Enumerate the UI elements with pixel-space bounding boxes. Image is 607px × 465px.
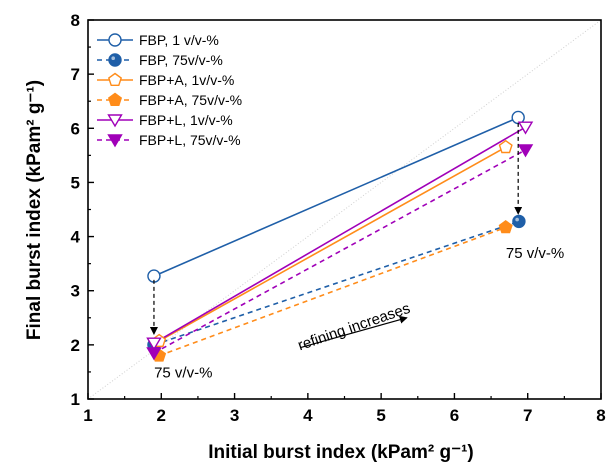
arrow — [300, 315, 408, 349]
legend-label: FBP, 75v/v-% — [139, 52, 223, 68]
series-line — [153, 220, 520, 346]
y-tick-label: 8 — [71, 11, 80, 30]
series-line — [158, 226, 506, 357]
legend-marker-highlight — [111, 56, 115, 60]
data-point-highlight — [515, 217, 519, 222]
data-point — [498, 220, 513, 234]
x-tick-label: 1 — [83, 406, 92, 425]
data-point — [517, 144, 534, 158]
series-line — [153, 126, 526, 344]
x-tick-label: 5 — [376, 406, 385, 425]
y-tick-label: 5 — [71, 173, 80, 192]
y-tick-label: 3 — [71, 282, 80, 301]
x-tick-label: 4 — [303, 406, 313, 425]
x-tick-label: 8 — [596, 406, 605, 425]
y-tick-label: 4 — [71, 228, 81, 247]
legend-marker — [108, 53, 122, 67]
x-tick-label: 7 — [523, 406, 532, 425]
data-point — [512, 214, 526, 229]
y-tick-label: 1 — [71, 390, 80, 409]
diagonal-reference-line — [87, 19, 602, 400]
legend-label: FBP+L, 75v/v-% — [139, 132, 241, 148]
y-tick-label: 6 — [71, 119, 80, 138]
data-point — [498, 139, 513, 154]
legend-marker — [107, 92, 123, 107]
x-axis-title: Initial burst index (kPam² g⁻¹) — [208, 442, 474, 463]
data-point — [146, 337, 162, 351]
legend-label: FBP+A, 1v/v-% — [139, 72, 234, 88]
y-axis-title: Final burst index (kPam² g⁻¹) — [24, 80, 45, 340]
tick-marks — [87, 19, 602, 400]
data-point — [517, 121, 534, 135]
legend-marker — [107, 114, 123, 128]
x-tick-label: 3 — [230, 406, 239, 425]
legend-marker — [107, 134, 123, 148]
y-tick-label: 2 — [71, 336, 80, 355]
x-tick-label: 2 — [157, 406, 166, 425]
data-point — [146, 347, 162, 361]
series-line — [158, 146, 507, 342]
legend-label: FBP+A, 75v/v-% — [139, 92, 242, 108]
legend-label: FBP, 1 v/v-% — [139, 32, 219, 48]
tick-labels: 1 2 3 4 5 6 7 8 1 2 3 4 5 6 7 8 — [71, 11, 606, 425]
annotations: 75 v/v-% 75 v/v-% refining increases — [154, 245, 564, 381]
annotation-label: 75 v/v-% — [154, 364, 212, 381]
x-tick-label: 6 — [450, 406, 459, 425]
series-line — [153, 116, 519, 277]
legend-label: FBP+L, 1v/v-% — [139, 112, 233, 128]
y-tick-label: 7 — [71, 65, 80, 84]
legend: FBP, 1 v/v-% FBP, 75v/v-% FBP+A, 1v/v-% FBP… — [97, 32, 242, 148]
legend-marker — [107, 72, 123, 87]
arrows — [149, 122, 523, 349]
series-line — [153, 149, 526, 354]
annotation-label: refining increases — [296, 300, 413, 354]
legend-marker — [108, 33, 122, 47]
data-series — [146, 110, 534, 362]
annotation-label: 75 v/v-% — [506, 245, 564, 262]
